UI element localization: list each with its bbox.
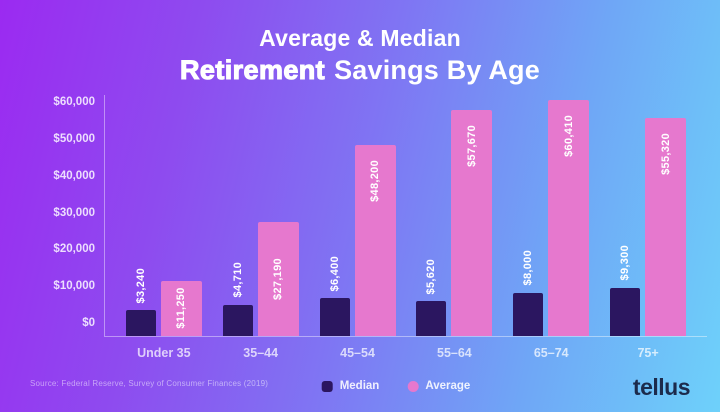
y-tick-label: $60,000: [53, 96, 95, 109]
median-bar: $3,240: [125, 268, 156, 336]
median-bar: $6,400: [319, 256, 350, 336]
average-bar: $55,320: [645, 118, 687, 336]
bar-group: $8,000 $60,410 65–74: [513, 99, 590, 360]
category-label: 75+: [637, 346, 659, 360]
bar-value-label: $60,410: [562, 114, 575, 157]
chart-title-emphasis: Retirement: [179, 54, 326, 85]
category-label: 65–74: [533, 346, 569, 360]
bar-value-label: $57,670: [465, 124, 478, 167]
y-tick-label: $0: [82, 317, 95, 329]
y-tick-label: $10,000: [53, 280, 95, 293]
median-bar: $8,000: [513, 250, 544, 336]
legend-item-median: Median: [321, 380, 380, 392]
tellus-logo: tellus: [632, 374, 691, 400]
bar-value-label: $3,240: [134, 267, 147, 304]
chart-title-line1: Average & Median: [259, 25, 461, 51]
y-tick-label: $50,000: [53, 133, 95, 145]
chart-title-line2: Retirement Savings By Age: [0, 54, 720, 87]
median-bar: $5,620: [416, 259, 447, 336]
legend-item-average: Average: [407, 380, 470, 392]
bar-group: $4,710 $27,190 35–44: [222, 221, 299, 360]
bar-group: $9,300 $55,320 75+: [610, 118, 687, 360]
average-bar: $48,200: [354, 144, 396, 336]
y-tick-label: $30,000: [53, 206, 95, 219]
legend-label: Average: [425, 380, 471, 392]
average-legend-dot-icon: [407, 380, 419, 392]
chart-title-rest: Savings By Age: [334, 55, 540, 85]
average-bar: $60,410: [548, 99, 590, 336]
median-bar: $4,710: [222, 262, 253, 336]
source-attribution: Source: Federal Reserve, Survey of Consu…: [30, 379, 269, 388]
average-bar: $57,670: [451, 109, 493, 336]
category-label: 35–44: [243, 346, 279, 360]
bar-value-label: $11,250: [175, 287, 188, 329]
bar-value-label: $48,200: [369, 159, 382, 202]
bar-group: $3,240 $11,250 Under 35: [125, 268, 202, 360]
bar-value-label: $9,300: [619, 245, 632, 281]
chart-title: Average & Median Retirement Savings By Ag…: [0, 24, 720, 87]
bar-value-label: $55,320: [659, 133, 672, 176]
bar-groups-row: $3,240 $11,250 Under 35 $4,710 $27,190 35–44 $…: [105, 95, 707, 360]
median-bar: $9,300: [610, 245, 641, 336]
bar-value-label: $6,400: [328, 255, 341, 292]
y-tick-label: $20,000: [53, 243, 95, 256]
legend-label: Median: [339, 380, 380, 392]
bar-value-label: $4,710: [231, 262, 244, 298]
median-legend-square-icon: [321, 380, 333, 392]
average-bar: $11,250: [160, 280, 202, 336]
category-label: Under 35: [137, 346, 191, 360]
bar-group: $6,400 $48,200 45–54: [319, 144, 396, 360]
bar-value-label: $8,000: [522, 250, 535, 286]
bar-chart-plot-area: $0 $10,000 $20,000 $30,000 $40,000 $50,000 $60…: [53, 95, 707, 360]
category-label: 45–54: [340, 346, 375, 360]
chart-legend: Median Average: [321, 380, 470, 392]
bar-group: $5,620 $57,670 55–64: [416, 109, 493, 360]
bar-value-label: $5,620: [425, 258, 438, 295]
average-bar: $27,190: [257, 221, 299, 336]
category-label: 55–64: [436, 346, 472, 360]
y-tick-label: $40,000: [53, 169, 95, 182]
bar-value-label: $27,190: [272, 258, 285, 300]
